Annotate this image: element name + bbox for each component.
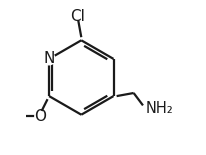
Circle shape bbox=[35, 111, 45, 121]
Text: NH₂: NH₂ bbox=[146, 101, 174, 116]
Text: Cl: Cl bbox=[70, 9, 85, 24]
Text: N: N bbox=[43, 51, 55, 66]
Circle shape bbox=[43, 53, 55, 65]
Text: O: O bbox=[34, 109, 46, 124]
